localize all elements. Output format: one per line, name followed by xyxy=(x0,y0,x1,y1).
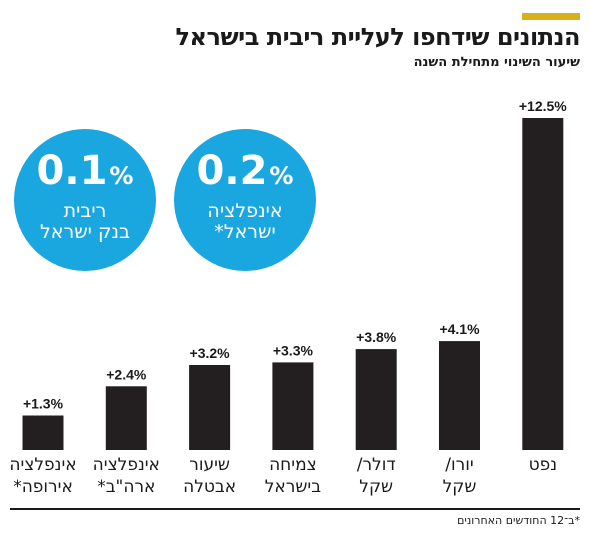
bar-5 xyxy=(439,341,480,450)
category-label-4: דולר/שקל xyxy=(357,455,396,497)
israel-inflation-label: אינפלציה ישראל* xyxy=(207,200,283,243)
bank-rate-label: ריבית בנק ישראל xyxy=(39,200,131,243)
value-label-4: +3.8% xyxy=(356,329,397,345)
israel-inflation-value: 0.2% xyxy=(196,148,294,194)
footnote: *ב־12 החודשים האחרונים xyxy=(457,514,580,527)
bar-1 xyxy=(105,386,147,450)
value-label-2: +3.2% xyxy=(190,345,231,361)
chart-title: הנתונים שידחפו לעליית ריבית בישראל xyxy=(175,23,581,51)
category-label-3: צמיחה בישראל xyxy=(265,455,321,497)
value-label-1: +2.4% xyxy=(106,366,147,382)
value-label-6: +12.5% xyxy=(519,98,567,114)
bar-4 xyxy=(355,349,397,450)
bank-rate-bubble: 0.1% ריבית בנק ישראל xyxy=(14,129,156,271)
bar-2 xyxy=(189,365,231,450)
category-label-5: יורו/שקל xyxy=(443,455,477,497)
bar-0 xyxy=(22,415,64,450)
accent-bar xyxy=(522,13,580,20)
category-label-1: אינפלציה ארה"ב* xyxy=(93,455,160,497)
category-label-0: אינפלציה אירופה* xyxy=(9,455,76,497)
value-label-5: +4.1% xyxy=(439,321,480,337)
category-label-2: שיעור אבטלה xyxy=(183,455,236,497)
footnote-rule xyxy=(10,508,580,510)
bar-3 xyxy=(272,362,314,450)
value-label-3: +3.3% xyxy=(273,342,314,358)
chart-subtitle: שיעור השינוי מתחילת השנה xyxy=(413,55,580,70)
category-label-6: נפט xyxy=(529,455,557,475)
bar-6 xyxy=(522,118,564,450)
bank-rate-value: 0.1% xyxy=(36,148,134,194)
israel-inflation-bubble: 0.2% אינפלציה ישראל* xyxy=(174,129,316,271)
value-label-0: +1.3% xyxy=(23,396,64,412)
